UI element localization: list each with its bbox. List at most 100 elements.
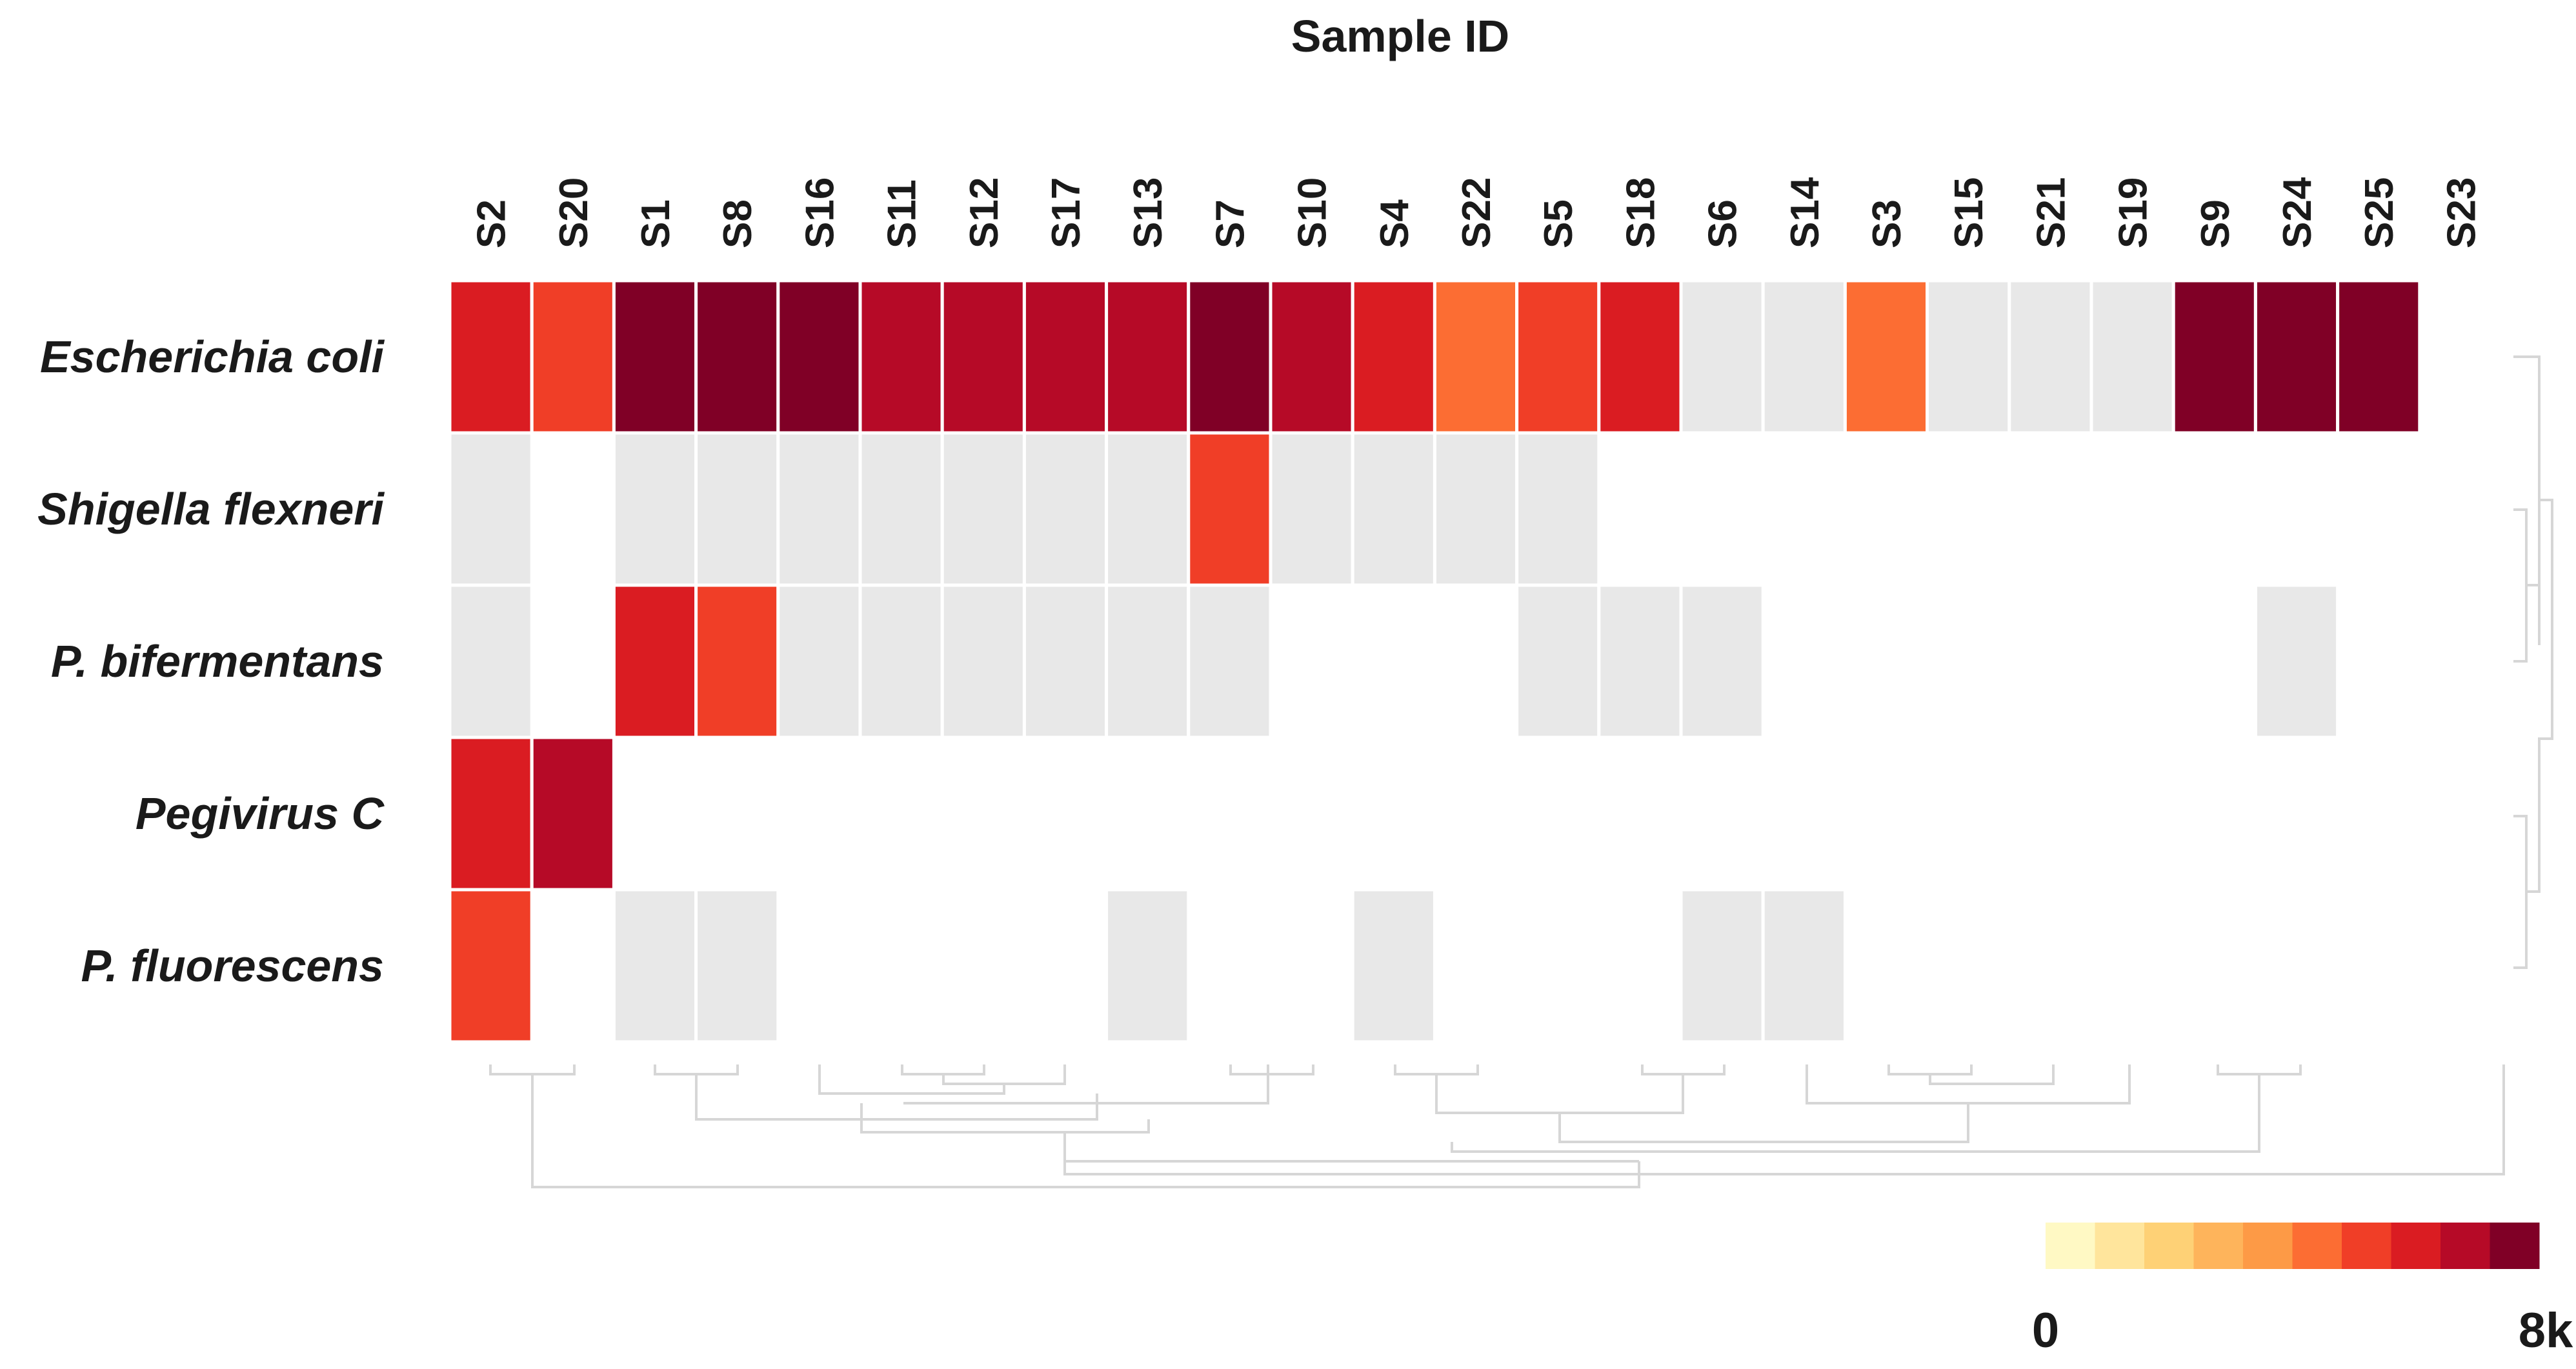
- legend-swatch-3: [2144, 1223, 2194, 1269]
- column-dendrogram-branch: [695, 1074, 1098, 1121]
- heatmap-cell-escherichia-coli-s11: [858, 279, 944, 435]
- legend-swatch-4: [2193, 1223, 2244, 1269]
- column-dendrogram-branch: [1229, 1064, 1314, 1075]
- legend-swatch-5: [2243, 1223, 2293, 1269]
- row-labels: Escherichia coli Shigella flexneri P. bife…: [37, 332, 385, 991]
- legend-swatch-6: [2292, 1223, 2342, 1269]
- chart-title: Sample ID: [1291, 11, 1509, 61]
- column-label-s3: S3: [1865, 199, 1909, 248]
- heatmap-cell-shigella-flexneri-s2: [448, 431, 534, 587]
- heatmap-cell-shigella-flexneri-s11: [858, 431, 944, 587]
- heatmap-cell-escherichia-coli-s15: [1926, 279, 2011, 435]
- heatmap-cell-escherichia-coli-s4: [1351, 279, 1436, 435]
- column-dendrogram-branch: [1435, 1074, 1684, 1114]
- heatmap-cell-escherichia-coli-s7: [1187, 279, 1273, 435]
- column-dendrogram-branch: [1451, 1074, 2260, 1153]
- heatmap-cell-escherichia-coli-s6: [1679, 279, 1765, 435]
- column-dendrogram-branch: [1394, 1064, 1479, 1075]
- heatmap-cell-p-bifermentans-s2: [448, 583, 534, 739]
- heatmap-cell-escherichia-coli-s8: [694, 279, 780, 435]
- legend-max-label: 8k: [2519, 1303, 2573, 1358]
- column-label-s14: S14: [1783, 177, 1827, 248]
- column-label-s2: S2: [470, 199, 514, 248]
- heatmap-cell-shigella-flexneri-s5: [1515, 431, 1601, 587]
- legend-swatch-10: [2490, 1223, 2540, 1269]
- column-label-s4: S4: [1373, 199, 1417, 248]
- column-label-s8: S8: [716, 199, 760, 248]
- heatmap-cell-shigella-flexneri-s7: [1187, 431, 1273, 587]
- color-legend: 0 8k: [2032, 1223, 2573, 1358]
- heatmap-cell-escherichia-coli-s25: [2336, 279, 2422, 435]
- column-label-s17: S17: [1044, 177, 1089, 248]
- column-dendrogram-branch: [654, 1064, 739, 1075]
- legend-swatch-7: [2342, 1223, 2391, 1269]
- heatmap-cell-shigella-flexneri-s16: [776, 431, 862, 587]
- heatmap-cell-p-bifermentans-s12: [940, 583, 1026, 739]
- column-label-s18: S18: [1618, 177, 1663, 248]
- column-label-s19: S19: [2111, 177, 2156, 248]
- column-dendrogram-branch: [1887, 1064, 1973, 1075]
- column-dendrogram-branch: [903, 1064, 1269, 1104]
- heatmap-cell-escherichia-coli-s20: [530, 279, 616, 435]
- heatmap-cell-shigella-flexneri-s10: [1269, 431, 1354, 587]
- heatmap-cell-p-fluorescens-s6: [1679, 888, 1765, 1044]
- column-label-s16: S16: [798, 177, 842, 248]
- column-label-s13: S13: [1126, 177, 1171, 248]
- column-label-s6: S6: [1701, 199, 1746, 248]
- heatmap-cell-shigella-flexneri-s12: [940, 431, 1026, 587]
- heatmap-cell-p-fluorescens-s1: [612, 888, 698, 1044]
- heatmap-cell-p-bifermentans-s16: [776, 583, 862, 739]
- heatmap-cell-p-bifermentans-s7: [1187, 583, 1273, 739]
- column-labels: S2 S20 S1 S8 S16 S11 S12 S17 S13 S7 S10 S4 S22 S5 S18 S…: [470, 177, 2484, 248]
- heatmap-cell-escherichia-coli-s3: [1843, 279, 1929, 435]
- column-label-s20: S20: [552, 177, 596, 248]
- heatmap-cell-escherichia-coli-s18: [1597, 279, 1683, 435]
- heatmap-cell-p-bifermentans-s13: [1105, 583, 1191, 739]
- heatmap-cell-shigella-flexneri-s1: [612, 431, 698, 587]
- heatmap-cell-p-bifermentans-s1: [612, 583, 698, 739]
- heatmap-cell-escherichia-coli-s5: [1515, 279, 1601, 435]
- heatmap-cell-escherichia-coli-s16: [776, 279, 862, 435]
- heatmap-cell-shigella-flexneri-s17: [1022, 431, 1109, 587]
- column-dendrogram: [489, 1064, 2505, 1188]
- heatmap-cell-shigella-flexneri-s4: [1351, 431, 1436, 587]
- row-label-p-bifermentans: P. bifermentans: [51, 636, 384, 686]
- column-label-s10: S10: [1291, 177, 1335, 248]
- heatmap-cell-shigella-flexneri-s8: [694, 431, 780, 587]
- heatmap-cell-escherichia-coli-s9: [2171, 279, 2257, 435]
- column-label-s12: S12: [962, 177, 1007, 248]
- legend-swatch-1: [2046, 1223, 2095, 1269]
- heatmap-cell-escherichia-coli-s21: [2007, 279, 2093, 435]
- heatmap-cell-p-fluorescens-s13: [1105, 888, 1191, 1044]
- row-label-escherichia-coli: Escherichia coli: [40, 332, 385, 382]
- heatmap-cell-escherichia-coli-s1: [612, 279, 698, 435]
- column-dendrogram-branch: [818, 1064, 1005, 1095]
- column-label-s21: S21: [2029, 177, 2073, 248]
- heatmap-cell-escherichia-coli-s2: [448, 279, 534, 435]
- heatmap-cell-shigella-flexneri-s13: [1105, 431, 1191, 587]
- heatmap-cell-p-bifermentans-s11: [858, 583, 944, 739]
- heatmap-cells: [448, 279, 2422, 1044]
- heatmap-cell-escherichia-coli-s19: [2089, 279, 2175, 435]
- column-label-s9: S9: [2193, 199, 2238, 248]
- column-dendrogram-branch: [2217, 1064, 2302, 1075]
- row-label-shigella-flexneri: Shigella flexneri: [37, 484, 385, 534]
- column-label-s15: S15: [1947, 177, 1991, 248]
- column-dendrogram-branch: [1641, 1064, 1726, 1075]
- heatmap-cell-pegivirus-c-s2: [448, 735, 534, 892]
- heatmap-cell-escherichia-coli-s22: [1433, 279, 1519, 435]
- column-label-s11: S11: [880, 179, 925, 248]
- legend-min-label: 0: [2032, 1303, 2059, 1358]
- legend-swatch-8: [2391, 1223, 2441, 1269]
- heatmap-cell-p-bifermentans-s5: [1515, 583, 1601, 739]
- row-dendrogram-branch: [2513, 815, 2528, 969]
- column-dendrogram-branch: [1929, 1064, 2055, 1085]
- row-dendrogram: [2513, 355, 2553, 969]
- legend-swatch-9: [2440, 1223, 2490, 1269]
- row-label-pegivirus-c: Pegivirus C: [136, 788, 385, 839]
- heatmap-cell-pegivirus-c-s20: [530, 735, 616, 892]
- column-dendrogram-branch: [1063, 1064, 2505, 1175]
- heatmap-cell-p-bifermentans-s18: [1597, 583, 1683, 739]
- column-label-s7: S7: [1208, 199, 1253, 248]
